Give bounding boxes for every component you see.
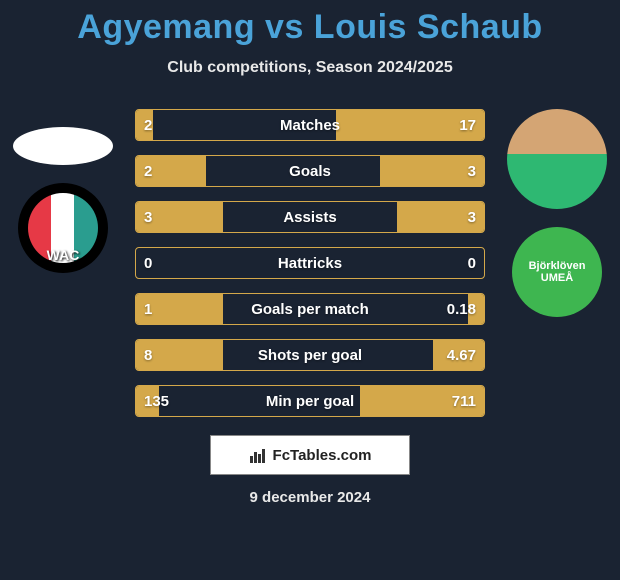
player-right-avatar	[507, 109, 607, 209]
stat-row: 217Matches	[135, 109, 485, 141]
stat-label: Goals per match	[136, 301, 484, 318]
player-left-club-logo: WAC	[18, 183, 108, 273]
stat-label: Shots per goal	[136, 347, 484, 364]
comparison-area: WAC Björklöven UMEÅ 217Matches 23Goals 33A…	[0, 109, 620, 417]
stat-label: Matches	[136, 117, 484, 134]
stat-label: Assists	[136, 209, 484, 226]
chart-icon	[249, 446, 267, 464]
stat-bars: 217Matches 23Goals 33Assists 00Hattricks 10.…	[135, 109, 485, 417]
stat-row: 00Hattricks	[135, 247, 485, 279]
stat-label: Hattricks	[136, 255, 484, 272]
stat-label: Goals	[136, 163, 484, 180]
stat-row: 33Assists	[135, 201, 485, 233]
player-left-avatar	[13, 127, 113, 165]
subtitle: Club competitions, Season 2024/2025	[0, 59, 620, 77]
page-title: Agyemang vs Louis Schaub	[0, 0, 620, 47]
right-player-column: Björklöven UMEÅ	[502, 109, 612, 317]
stat-row: 84.67Shots per goal	[135, 339, 485, 371]
stat-row: 10.18Goals per match	[135, 293, 485, 325]
branding-badge: FcTables.com	[210, 435, 410, 475]
player-right-club-logo: Björklöven UMEÅ	[512, 227, 602, 317]
stat-row: 135711Min per goal	[135, 385, 485, 417]
stat-row: 23Goals	[135, 155, 485, 187]
club-left-short: WAC	[18, 247, 108, 263]
club-right-short: Björklöven UMEÅ	[512, 260, 602, 284]
stat-label: Min per goal	[136, 393, 484, 410]
date-text: 9 december 2024	[0, 489, 620, 506]
left-player-column: WAC	[8, 109, 118, 273]
branding-text: FcTables.com	[273, 447, 372, 464]
